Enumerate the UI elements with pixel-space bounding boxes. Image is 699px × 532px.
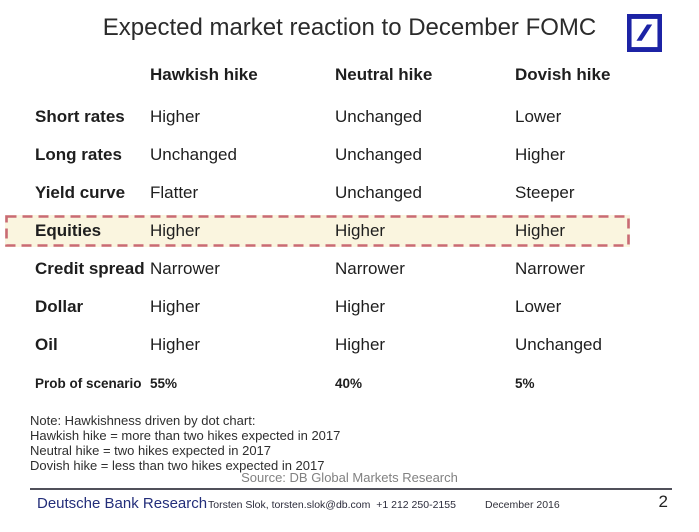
row-label: Yield curve <box>35 183 126 202</box>
cell-value: Higher <box>515 145 566 164</box>
table-row-yield-curve: Yield curve Flatter Unchanged Steeper <box>0 174 699 212</box>
cell-value: Unchanged <box>335 183 422 202</box>
footer-divider <box>30 488 672 490</box>
row-label: Credit spread <box>35 259 145 278</box>
title-row: Expected market reaction to December FOM… <box>0 14 699 42</box>
deutsche-bank-logo-icon <box>627 14 662 52</box>
column-header-hawkish: Hawkish hike <box>150 65 258 84</box>
table-body: Short rates Higher Unchanged Lower Long … <box>0 98 699 402</box>
deutsche-bank-logo-svg <box>627 14 662 52</box>
footer-brand: Deutsche Bank Research <box>37 495 208 512</box>
cell-value: Lower <box>515 297 562 316</box>
cell-value: 40% <box>335 375 363 391</box>
table-row-equities-highlighted: Equities Higher Higher Higher <box>5 215 630 247</box>
cell-value: Higher <box>150 221 201 240</box>
cell-value: Unchanged <box>335 107 422 126</box>
note-line: Neutral hike = two hikes expected in 201… <box>30 443 272 458</box>
highlight-row-slot: Equities Higher Higher Higher <box>0 212 699 250</box>
row-label: Long rates <box>35 145 122 164</box>
table-row-oil: Oil Higher Higher Unchanged <box>0 326 699 364</box>
note-line: Dovish hike = less than two hikes expect… <box>30 458 325 473</box>
cell-value: Higher <box>150 297 201 316</box>
footer-page-number: 2 <box>658 492 668 511</box>
table-row-long-rates: Long rates Unchanged Unchanged Higher <box>0 136 699 174</box>
row-label: Short rates <box>35 107 125 126</box>
table-row-dollar: Dollar Higher Higher Lower <box>0 288 699 326</box>
note-line: Note: Hawkishness driven by dot chart: <box>30 413 256 428</box>
row-label: Dollar <box>35 297 84 316</box>
cell-value: Higher <box>335 297 386 316</box>
cell-value: Higher <box>150 335 201 354</box>
source-line: Source: DB Global Markets Research <box>241 470 458 485</box>
cell-value: Flatter <box>150 183 199 202</box>
cell-value: Narrower <box>515 259 585 278</box>
table-row-short-rates: Short rates Higher Unchanged Lower <box>0 98 699 136</box>
footer-contact: Torsten Slok, torsten.slok@db.com +1 212… <box>208 499 456 511</box>
row-label: Oil <box>35 335 58 354</box>
cell-value: Higher <box>515 221 566 240</box>
cell-value: Unchanged <box>150 145 237 164</box>
cell-value: Lower <box>515 107 562 126</box>
footer-date: December 2016 <box>485 499 560 511</box>
cell-value: Unchanged <box>335 145 422 164</box>
table-header-row: Hawkish hike Neutral hike Dovish hike <box>0 60 699 90</box>
table-row-prob-of-scenario: Prob of scenario 55% 40% 5% <box>0 364 699 402</box>
cell-value: Higher <box>335 335 386 354</box>
column-header-dovish: Dovish hike <box>515 65 611 84</box>
cell-value: 5% <box>515 375 535 391</box>
note-line: Hawkish hike = more than two hikes expec… <box>30 428 341 443</box>
column-header-neutral: Neutral hike <box>335 65 433 84</box>
table-row-credit-spread: Credit spread Narrower Narrower Narrower <box>0 250 699 288</box>
row-label: Prob of scenario <box>35 375 142 391</box>
cell-value: Narrower <box>150 259 220 278</box>
notes-block: Note: Hawkishness driven by dot chart: H… <box>30 413 340 473</box>
cell-value: Unchanged <box>515 335 602 354</box>
cell-value: 55% <box>150 375 178 391</box>
cell-value: Steeper <box>515 183 575 202</box>
cell-value: Higher <box>150 107 201 126</box>
row-label: Equities <box>35 221 102 240</box>
cell-value: Higher <box>335 221 386 240</box>
page-title: Expected market reaction to December FOM… <box>102 14 597 41</box>
cell-value: Narrower <box>335 259 405 278</box>
